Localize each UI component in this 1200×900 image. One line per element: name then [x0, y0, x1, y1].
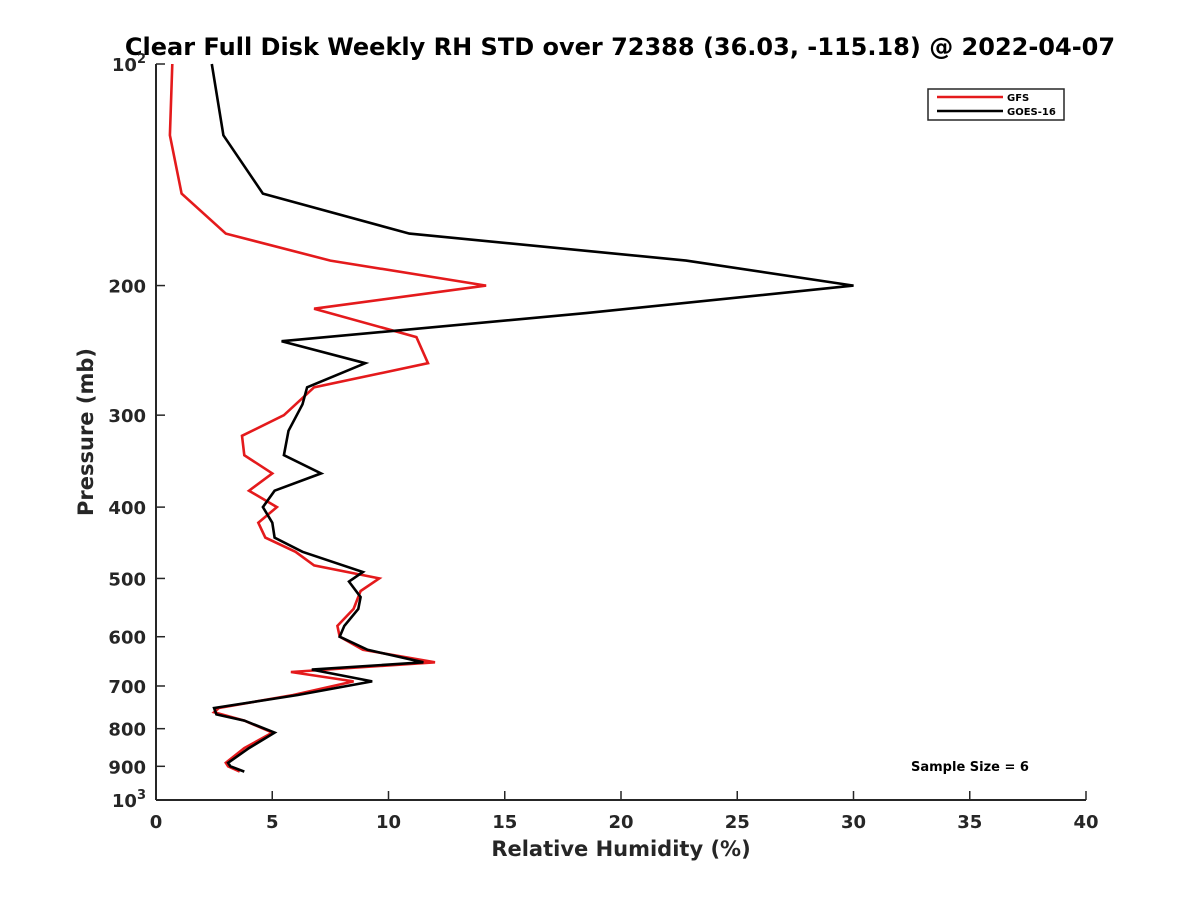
x-tick-label: 40	[1073, 812, 1098, 833]
x-tick-label: 5	[266, 812, 279, 833]
x-tick-label: 15	[492, 812, 517, 833]
x-axis-label: Relative Humidity (%)	[491, 837, 750, 861]
y-tick-label: 900	[108, 757, 146, 778]
x-tick-label: 10	[376, 812, 401, 833]
sample-size-annotation: Sample Size = 6	[911, 760, 1029, 775]
y-tick-label: 600	[108, 628, 146, 649]
y-tick-label: 700	[108, 677, 146, 698]
legend-box	[927, 88, 1065, 121]
y-ticks: 102 200 300 400 500 600 700 800 900 103	[108, 52, 165, 812]
y-tick-label: 300	[108, 406, 146, 427]
series-layer	[168, 63, 854, 773]
y-axis-label: Pressure (mb)	[74, 348, 98, 516]
x-tick-label: 30	[841, 812, 866, 833]
legend-label-goes16: GOES-16	[1007, 107, 1056, 118]
x-ticks: 0 5 10 15 20 25 30 35 40	[150, 791, 1099, 833]
y-tick-label: 500	[108, 569, 146, 590]
x-tick-label: 20	[608, 812, 633, 833]
x-tick-label: 35	[957, 812, 982, 833]
y-tick-label: 800	[108, 720, 146, 741]
legend-label-gfs: GFS	[1007, 93, 1029, 104]
chart-title: Clear Full Disk Weekly RH STD over 72388…	[125, 33, 1115, 61]
y-tick-label: 400	[108, 498, 146, 519]
legend: GFS GOES-16	[927, 88, 1065, 121]
series-line-goes16	[210, 63, 854, 773]
x-tick-label: 0	[150, 812, 163, 833]
x-tick-label: 25	[725, 812, 750, 833]
y-tick-label: 200	[108, 277, 146, 298]
y-tick-label: 102	[112, 52, 146, 76]
y-tick-label: 103	[112, 788, 146, 812]
